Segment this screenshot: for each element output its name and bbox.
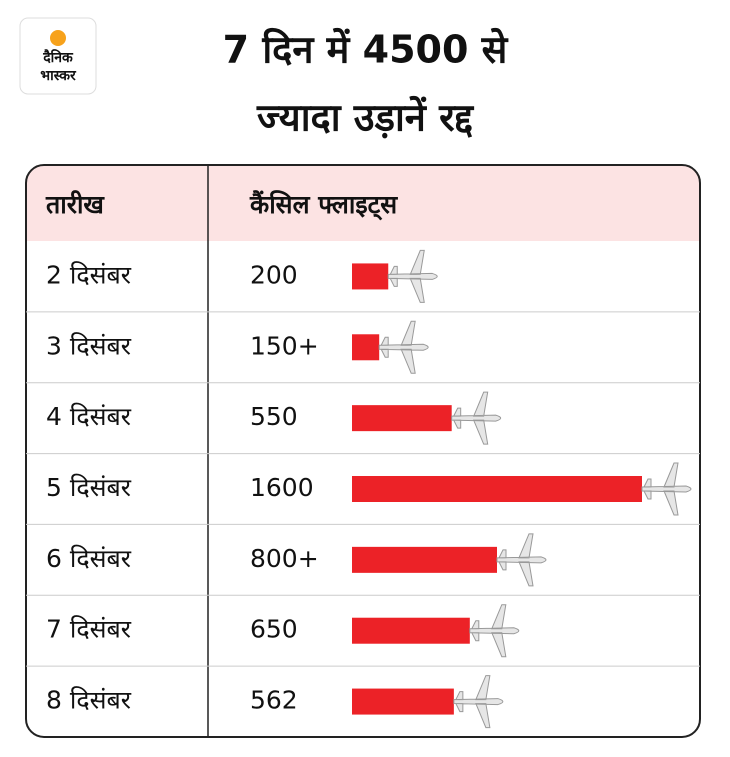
bar — [352, 617, 470, 644]
value-label: 150+ — [250, 331, 319, 360]
header-cell: तारीख — [45, 190, 105, 219]
category-label: 4 दिसंबर — [46, 402, 132, 431]
plane-icon — [387, 249, 438, 303]
header-bg — [26, 165, 700, 241]
plane-icon — [451, 391, 502, 445]
value-label: 1600 — [250, 473, 314, 502]
value-label: 200 — [250, 260, 298, 289]
chart-title: ज्यादा उड़ानें रद्द — [256, 96, 475, 140]
category-label: 3 दिसंबर — [46, 331, 132, 360]
logo-sun — [50, 30, 66, 46]
logo-text: भास्कर — [40, 68, 77, 84]
bar — [352, 334, 380, 361]
logo-box — [19, 17, 97, 95]
category-label: 5 दिसंबर — [46, 473, 132, 502]
plane-icon — [469, 604, 520, 658]
header-cell: कैंसिल फ्लाइट्स — [249, 190, 398, 220]
category-label: 7 दिसंबर — [46, 615, 132, 644]
value-label: 650 — [250, 615, 298, 644]
chart-title: 7 दिन में 4500 से — [223, 28, 509, 72]
category-label: 8 दिसंबर — [46, 686, 132, 715]
logo: दैनिक भास्कर — [19, 17, 97, 95]
category-label: 2 दिसंबर — [46, 260, 132, 289]
bar — [352, 546, 497, 573]
value-label: 550 — [250, 402, 298, 431]
category-label: 6 दिसंबर — [46, 544, 132, 573]
bar — [352, 405, 452, 432]
plane-icon — [641, 462, 692, 516]
bar — [352, 476, 642, 502]
value-label: 562 — [250, 686, 298, 715]
plane-icon — [453, 675, 504, 729]
plane-icon — [496, 533, 547, 587]
bar — [352, 688, 454, 715]
logo-text: दैनिक — [42, 49, 74, 66]
value-label: 800+ — [250, 544, 319, 573]
table-border — [25, 164, 701, 738]
bar — [352, 263, 389, 290]
plane-icon — [378, 320, 429, 374]
